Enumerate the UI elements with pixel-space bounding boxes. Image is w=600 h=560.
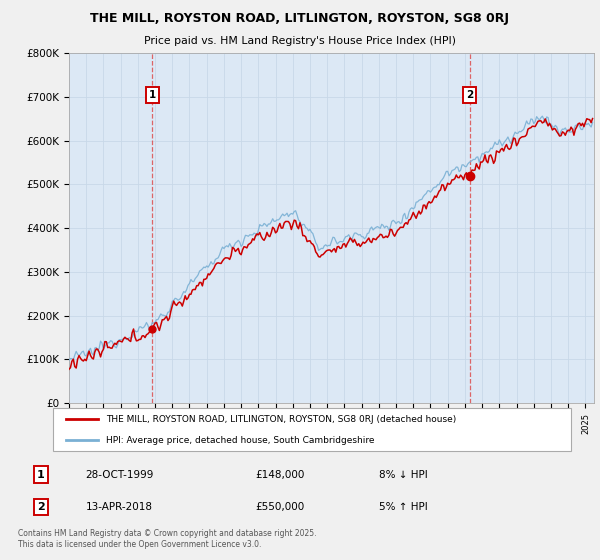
Text: 5% ↑ HPI: 5% ↑ HPI (379, 502, 428, 512)
Text: THE MILL, ROYSTON ROAD, LITLINGTON, ROYSTON, SG8 0RJ: THE MILL, ROYSTON ROAD, LITLINGTON, ROYS… (91, 12, 509, 25)
Text: Contains HM Land Registry data © Crown copyright and database right 2025.
This d: Contains HM Land Registry data © Crown c… (18, 529, 317, 549)
Text: 8% ↓ HPI: 8% ↓ HPI (379, 470, 428, 479)
Text: 1: 1 (149, 90, 156, 100)
Text: Price paid vs. HM Land Registry's House Price Index (HPI): Price paid vs. HM Land Registry's House … (144, 36, 456, 46)
Text: 1: 1 (37, 470, 44, 479)
Text: THE MILL, ROYSTON ROAD, LITLINGTON, ROYSTON, SG8 0RJ (detached house): THE MILL, ROYSTON ROAD, LITLINGTON, ROYS… (106, 415, 457, 424)
FancyBboxPatch shape (53, 408, 571, 451)
Text: 13-APR-2018: 13-APR-2018 (86, 502, 152, 512)
Text: £550,000: £550,000 (255, 502, 304, 512)
Text: HPI: Average price, detached house, South Cambridgeshire: HPI: Average price, detached house, Sout… (106, 436, 374, 445)
Text: £148,000: £148,000 (255, 470, 304, 479)
Text: 2: 2 (37, 502, 44, 512)
Text: 28-OCT-1999: 28-OCT-1999 (86, 470, 154, 479)
Text: 2: 2 (466, 90, 473, 100)
